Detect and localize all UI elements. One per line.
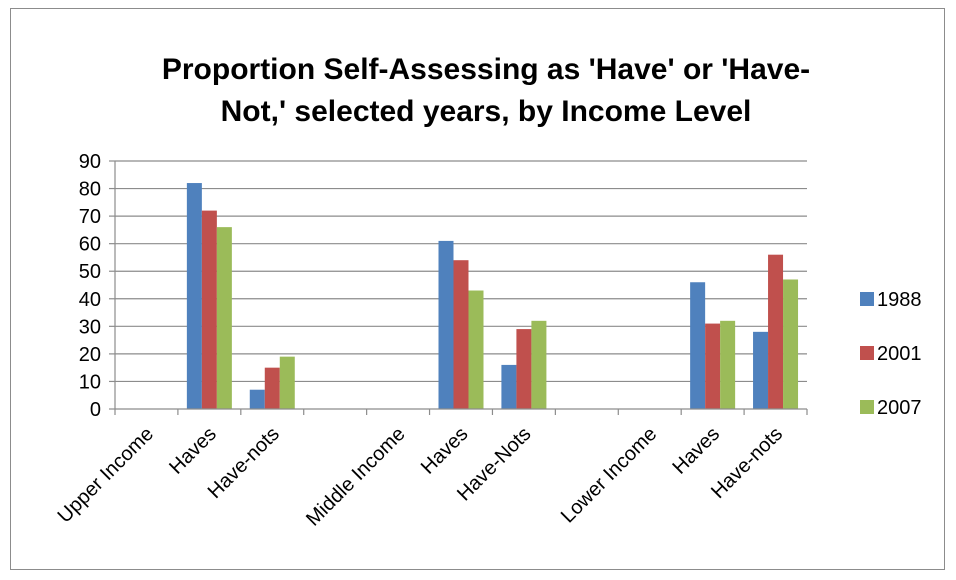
bar xyxy=(279,356,295,409)
chart: Proportion Self-Assessing as 'Have' or '… xyxy=(54,53,922,531)
legend-swatch xyxy=(860,400,874,414)
y-tick-label: 30 xyxy=(79,316,101,338)
y-axis-tick-labels: 0 10 20 30 40 50 60 70 80 90 xyxy=(79,151,101,421)
y-tick-label: 10 xyxy=(79,371,101,393)
bar xyxy=(438,240,454,409)
bar xyxy=(783,279,799,409)
y-tick-label: 0 xyxy=(90,399,101,421)
y-tick-label: 60 xyxy=(79,234,101,256)
y-tick-label: 90 xyxy=(79,151,101,173)
bar xyxy=(720,320,736,409)
bar xyxy=(201,210,217,409)
x-tick-label: Middle Income xyxy=(302,423,410,531)
bar xyxy=(768,254,784,409)
legend-swatch xyxy=(860,346,874,360)
y-tick-label: 40 xyxy=(79,289,101,311)
legend-swatch xyxy=(860,292,874,306)
x-tick-label: Upper Income xyxy=(54,423,158,527)
legend-label: 2007 xyxy=(877,397,922,419)
chart-title: Proportion Self-Assessing as 'Have' or '… xyxy=(162,53,810,128)
bar xyxy=(531,320,547,409)
x-tick-label: Haves xyxy=(417,423,473,479)
bar xyxy=(753,331,769,409)
bars xyxy=(186,183,799,409)
bar xyxy=(264,367,280,409)
legend-label: 1988 xyxy=(877,289,922,311)
chart-title-line-1: Proportion Self-Assessing as 'Have' or '… xyxy=(162,53,810,86)
legend: 1988 2001 2007 xyxy=(860,289,922,419)
y-tick-label: 70 xyxy=(79,206,101,228)
chart-frame: Proportion Self-Assessing as 'Have' or '… xyxy=(10,8,945,570)
bar xyxy=(516,329,532,409)
bar xyxy=(501,364,517,409)
axes xyxy=(109,160,808,415)
x-tick-label: Haves xyxy=(165,423,221,479)
bar xyxy=(216,227,232,409)
bar xyxy=(186,183,202,409)
x-tick-label: Lower Income xyxy=(557,423,661,527)
y-tick-label: 50 xyxy=(79,261,101,283)
bar xyxy=(249,389,265,409)
legend-label: 2001 xyxy=(877,343,922,365)
bar xyxy=(690,282,706,409)
bar xyxy=(453,260,469,409)
bar xyxy=(468,290,484,409)
bar xyxy=(705,323,721,409)
y-tick-label: 20 xyxy=(79,344,101,366)
chart-title-line-2: Not,' selected years, by Income Level xyxy=(221,95,752,128)
y-tick-label: 80 xyxy=(79,179,101,201)
x-tick-label: Haves xyxy=(669,423,725,479)
